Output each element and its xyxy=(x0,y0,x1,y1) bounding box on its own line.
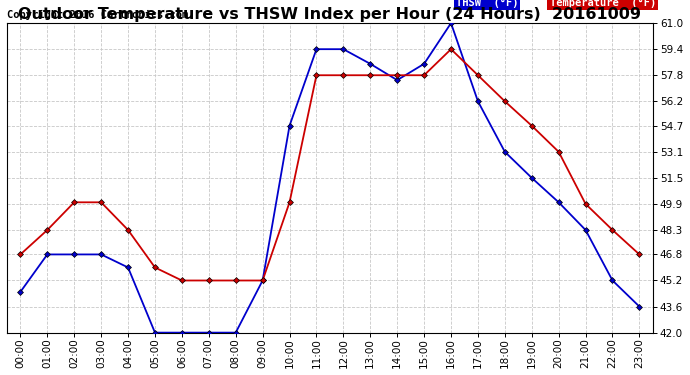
Text: THSW  (°F): THSW (°F) xyxy=(456,0,518,8)
Text: Copyright 2016 Cartronics.com: Copyright 2016 Cartronics.com xyxy=(7,10,188,20)
Title: Outdoor Temperature vs THSW Index per Hour (24 Hours)  20161009: Outdoor Temperature vs THSW Index per Ho… xyxy=(19,7,642,22)
Text: Temperature  (°F): Temperature (°F) xyxy=(549,0,656,8)
